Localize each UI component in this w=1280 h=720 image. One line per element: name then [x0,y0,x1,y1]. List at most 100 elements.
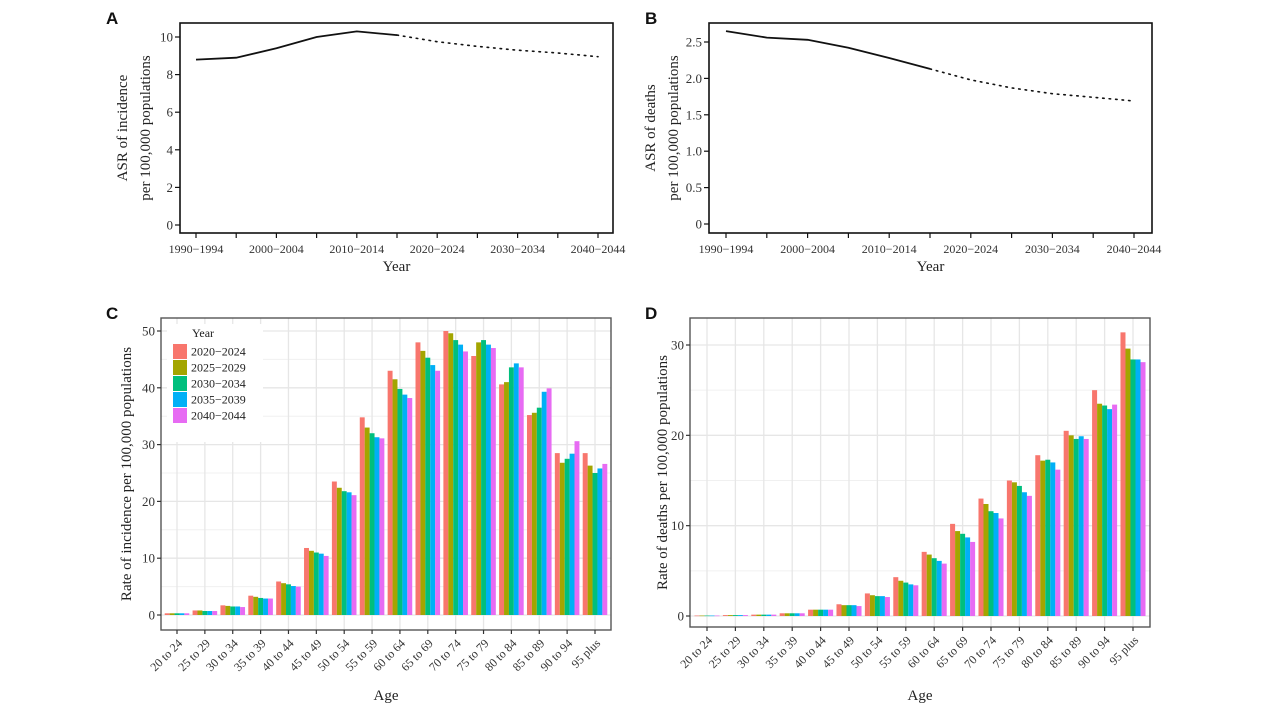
x-tick-label: 95 plus [1106,633,1141,668]
bar [267,598,273,615]
plot-frame [179,22,614,234]
bar [1040,460,1046,616]
bar [295,586,301,615]
bar [559,462,565,615]
bar [387,370,393,615]
bar [1045,459,1051,616]
legend: Year 2020−2024 2025−2029 2030−2034 2035−2039… [167,324,263,442]
bar [903,582,909,616]
bar [978,498,984,616]
bar [1006,480,1012,616]
bar [202,611,208,615]
bar [761,614,767,616]
bar [1130,359,1136,616]
observed-line [725,30,931,70]
bar [921,551,927,616]
bar [425,357,431,615]
x-tick-label: 2030−2034 [490,242,545,256]
bar [308,550,314,615]
bar [836,604,842,616]
x-tick-label: 2040−2044 [1107,242,1162,256]
bar [331,481,337,615]
legend-swatch [173,376,187,391]
bar [808,609,814,616]
bar [369,433,375,615]
bar [1073,438,1079,616]
bar [1140,362,1146,616]
chart-a-incidence-asr: 0 2 4 6 8 10 1990−1994 2000−2004 2010−2014 2020−2… [115,22,625,275]
y-tick-label: 0 [678,609,685,624]
projected-line [396,34,599,58]
bar [286,584,291,615]
bar [1107,409,1113,616]
bar [1026,495,1032,616]
bar [240,607,246,615]
bar [582,453,588,615]
bar [727,615,733,616]
bar [546,388,552,615]
x-axis-title: Age [908,688,933,704]
bar [998,518,1004,616]
x-axis-title: Year [383,259,411,275]
legend-label: 2035−2039 [191,393,246,407]
y-tick-label: 6 [167,105,174,120]
bar [722,615,728,616]
legend-swatch [173,392,187,407]
y-tick-label: 2.0 [686,71,702,86]
chart-b-deaths-asr: 0 0.5 1.0 1.5 2.0 2.5 1990−1994 2000−2004 2010−2… [643,22,1162,275]
legend-swatch [173,344,187,359]
x-tick-label: 2020−2024 [410,242,465,256]
bar [392,379,398,615]
bar [784,613,790,616]
y-tick-label: 30 [142,437,155,452]
legend-swatch [173,408,187,423]
y-tick-label: 1.0 [686,144,702,159]
x-tick-label: 2030−2034 [1025,242,1080,256]
bar [225,605,231,615]
x-tick-label: 90 to 94 [538,636,576,674]
bar [458,344,464,615]
x-tick-label: 2010−2014 [862,242,917,256]
bar [771,614,777,616]
observed-line [195,30,398,61]
panel-letter-b: B [645,9,657,28]
bar [253,596,259,615]
bar [818,609,824,616]
legend-swatch [173,360,187,375]
x-tick-label: 95 plus [568,636,603,671]
bar [341,491,347,615]
bar [564,458,570,615]
bar [813,609,819,616]
bar [463,351,468,615]
bar [179,613,185,615]
plot-frame [689,317,1151,628]
bar [936,560,942,616]
bar [1063,430,1069,616]
bar [789,613,795,616]
panel-letter-d: D [645,304,657,323]
bar [402,394,408,615]
bar [536,407,542,615]
y-axis-title-line2: per 100,000 populations [138,55,154,201]
bar [751,614,757,616]
projected-line [929,68,1135,102]
bar [318,553,324,615]
x-axis-title: Age [374,688,399,704]
bar [828,609,834,616]
y-tick-label: 0.5 [686,180,702,195]
bar [988,511,994,616]
bar [290,586,296,615]
bar [518,367,524,615]
x-tick-label: 1990−1994 [699,242,754,256]
bar [351,495,357,615]
bar [397,388,403,615]
bar [443,331,449,615]
bar [1011,482,1017,616]
bar [415,342,421,615]
y-tick-label: 2 [167,180,174,195]
bar [508,367,514,615]
y-tick-label: 2.5 [686,35,702,50]
bar [574,441,580,615]
bar [513,363,519,615]
x-tick-label: 2010−2014 [329,242,384,256]
